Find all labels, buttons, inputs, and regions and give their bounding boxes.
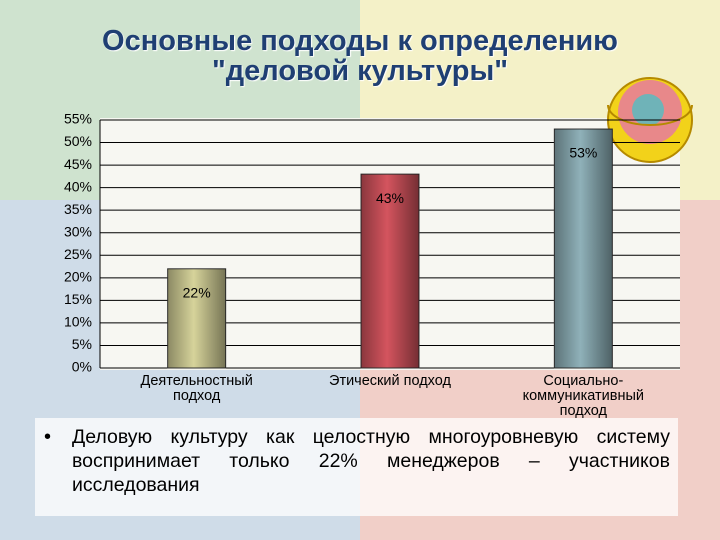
- bullet-text: Деловую культуру как целостную многоуров…: [72, 426, 670, 496]
- data-label: 22%: [183, 285, 211, 301]
- x-tick-label: Социально-коммуникативный подход: [522, 373, 645, 419]
- y-tick-label: 45%: [64, 156, 92, 172]
- text-box: [35, 418, 678, 516]
- y-tick-label: 25%: [64, 246, 92, 262]
- data-label: 43%: [376, 190, 404, 206]
- data-label: 53%: [569, 145, 597, 161]
- y-tick-label: 35%: [64, 201, 92, 217]
- y-tick-label: 50%: [64, 133, 92, 149]
- y-tick-label: 10%: [64, 314, 92, 330]
- x-tick-label: Этический подход: [329, 373, 451, 389]
- bar-shade: [554, 129, 613, 368]
- bullet-marker: •: [44, 426, 52, 448]
- y-tick-label: 55%: [64, 111, 92, 127]
- y-tick-label: 0%: [72, 359, 92, 375]
- y-tick-label: 5%: [72, 336, 92, 352]
- y-tick-label: 40%: [64, 178, 92, 194]
- bar-shade: [361, 174, 419, 368]
- y-tick-label: 30%: [64, 223, 92, 239]
- x-tick-label: Деятельностный подход: [140, 373, 253, 404]
- y-tick-label: 20%: [64, 269, 92, 285]
- chart-title: Основные подходы к определению "деловой …: [102, 25, 618, 87]
- y-tick-label: 15%: [64, 291, 92, 307]
- bar-shade: [167, 268, 226, 368]
